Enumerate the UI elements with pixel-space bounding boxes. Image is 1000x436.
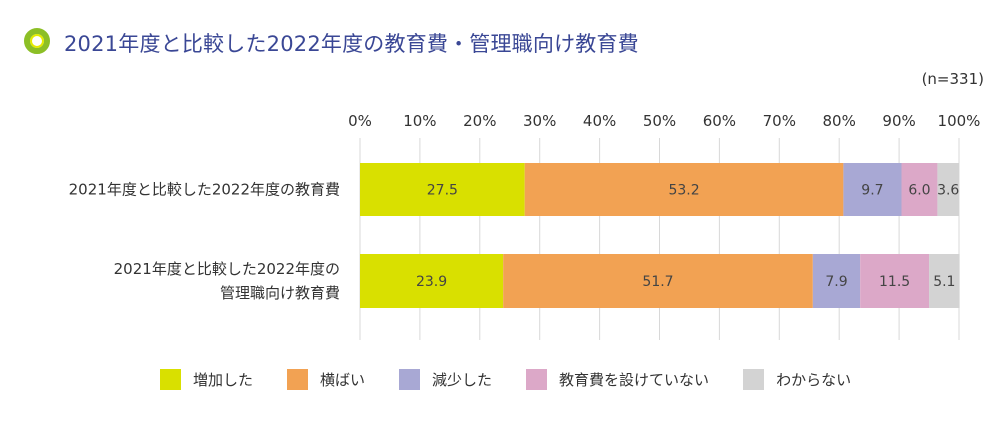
data-label: 6.0 (908, 183, 930, 199)
legend-swatch (160, 369, 181, 390)
data-label: 5.1 (933, 274, 955, 290)
data-label: 7.9 (825, 274, 847, 290)
bar-segment (524, 163, 844, 216)
data-label: 27.5 (427, 183, 458, 199)
sample-size: (n=331) (921, 70, 984, 88)
bar-segment (860, 254, 930, 308)
category-label: 2021年度と比較した2022年度の教育費 (69, 181, 340, 199)
x-tick-label: 30% (523, 112, 556, 130)
bar-segment (503, 254, 813, 308)
x-tick-label: 90% (882, 112, 915, 130)
legend-label: わからない (776, 371, 852, 389)
x-tick-label: 10% (403, 112, 436, 130)
x-tick-label: 80% (823, 112, 856, 130)
bar-segment (360, 254, 504, 308)
bar-segment (937, 163, 959, 216)
x-tick-label: 0% (348, 112, 372, 130)
data-label: 11.5 (879, 274, 910, 290)
data-label: 53.2 (668, 183, 699, 199)
legend-swatch (526, 369, 548, 390)
x-tick-label: 70% (763, 112, 796, 130)
category-label: 2021年度と比較した2022年度の (114, 260, 340, 278)
legend-item: 増加した (160, 369, 253, 390)
bar-segment (929, 254, 960, 308)
legend-item: 減少した (399, 369, 492, 390)
x-tick-label: 50% (643, 112, 676, 130)
legend-item: 教育費を設けていない (526, 369, 709, 390)
bar-segment (901, 163, 938, 216)
chart-title: 2021年度と比較した2022年度の教育費・管理職向け教育費 (64, 32, 639, 56)
bar-segment (812, 254, 861, 308)
x-tick-label: 20% (463, 112, 496, 130)
data-label: 9.7 (861, 183, 883, 199)
legend-swatch (287, 369, 309, 390)
legend-label: 減少した (432, 371, 493, 389)
legend-label: 横ばい (320, 371, 366, 389)
data-label: 51.7 (642, 274, 673, 290)
legend-label: 教育費を設けていない (559, 371, 710, 389)
bar-segment (360, 163, 525, 216)
legend-label: 増加した (193, 371, 254, 389)
category-label: 管理職向け教育費 (220, 284, 340, 302)
x-tick-label: 40% (583, 112, 616, 130)
legend-item: わからない (743, 369, 851, 390)
title-bullet-icon (24, 28, 50, 54)
legend-swatch (743, 369, 765, 390)
x-tick-label: 100% (938, 112, 981, 130)
legend: 増加した 横ばい 減少した 教育費を設けていない わからない (160, 369, 885, 390)
x-tick-label: 60% (703, 112, 736, 130)
legend-swatch (399, 369, 421, 390)
data-label: 23.9 (416, 274, 447, 290)
bar-segment (843, 163, 902, 216)
data-label: 3.6 (937, 183, 959, 199)
legend-item: 横ばい (287, 369, 365, 390)
